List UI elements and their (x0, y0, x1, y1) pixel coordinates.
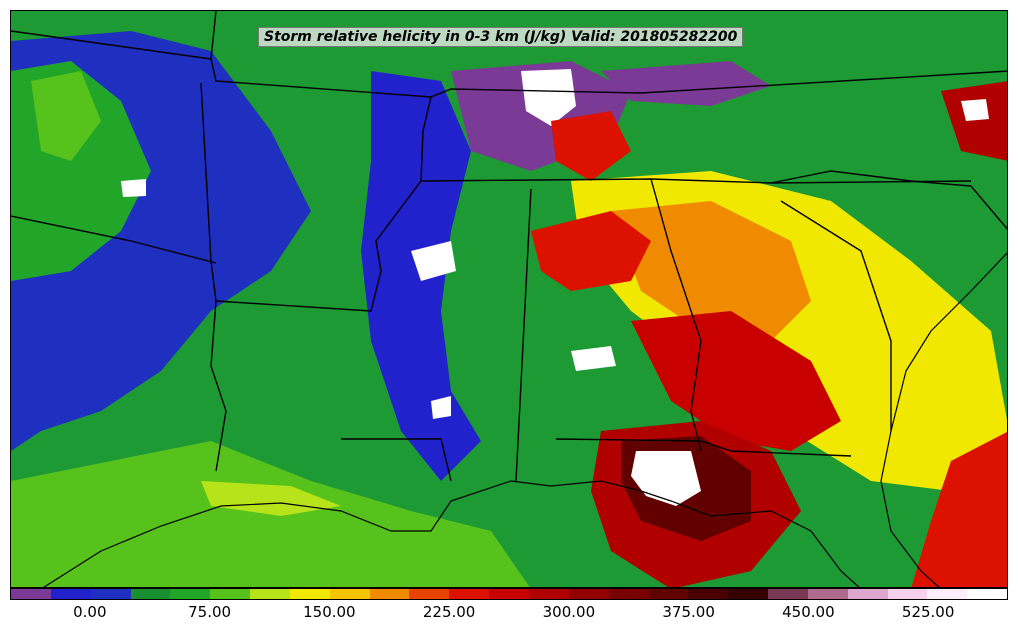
helicity-field-map (11, 11, 1007, 587)
colorbar-segment (489, 589, 529, 599)
field-storm-core (631, 451, 701, 506)
colorbar-segment (449, 589, 490, 599)
colorbar-tick-label: 375.00 (662, 603, 715, 621)
colorbar-segment (528, 589, 569, 599)
colorbar-tick-label: 150.00 (303, 603, 356, 621)
colorbar-tick-label: 525.00 (901, 603, 955, 621)
map-panel: Storm relative helicity in 0-3 km (J/kg)… (10, 10, 1008, 588)
coastline-atlantic (880, 252, 1007, 587)
colorbar-segment (967, 589, 1008, 599)
field-white-patch (571, 346, 616, 371)
colorbar-segment (728, 589, 769, 599)
colorbar-segment (130, 589, 171, 599)
colorbar-segment (329, 589, 370, 599)
field-white-north (521, 69, 576, 126)
colorbar-segment (768, 589, 808, 599)
colorbar-tick-label: 0.00 (73, 603, 107, 621)
colorbar-segment (847, 589, 888, 599)
map-title: Storm relative helicity in 0-3 km (J/kg)… (258, 27, 744, 47)
colorbar-segment (608, 589, 649, 599)
colorbar-segment (648, 589, 689, 599)
colorbar-segment (688, 589, 729, 599)
colorbar-segment (927, 589, 968, 599)
field-white-patch (121, 179, 146, 197)
colorbar-segment (50, 589, 91, 599)
field-ne-corner (941, 81, 1007, 161)
field-red-central (631, 311, 841, 451)
field-gulf-lime (201, 481, 341, 516)
colorbar-segment (887, 589, 928, 599)
field-purple-east (601, 61, 771, 106)
field-ne-core (961, 99, 989, 121)
colorbar-segment (807, 589, 848, 599)
coastline (43, 480, 860, 587)
state-boundaries (11, 11, 1007, 482)
colorbar-segment (11, 589, 51, 599)
field-white-patch (411, 241, 456, 281)
colorbar-segment (409, 589, 450, 599)
field-white-patch (431, 396, 451, 419)
field-west-lime (31, 71, 101, 161)
colorbar-segment (568, 589, 609, 599)
field-orange-east (611, 201, 811, 341)
colorbar-segment (170, 589, 211, 599)
colorbar-tick-label: 75.00 (188, 603, 232, 621)
field-red-alabama (531, 211, 651, 291)
field-se-corner (911, 432, 1007, 587)
colorbar-segment (289, 589, 330, 599)
colorbar-tick-labels: 0.00 75.00 150.00 225.00 300.00 375.00 450.00 5… (10, 603, 1008, 623)
colorbar-segment (250, 589, 290, 599)
field-red-tn (551, 111, 631, 181)
colorbar-segment (90, 589, 131, 599)
colorbar-tick-label: 450.00 (782, 603, 835, 621)
colorbar (10, 588, 1008, 600)
colorbar-segment (369, 589, 410, 599)
colorbar-tick-label: 300.00 (542, 603, 596, 621)
colorbar-segment (210, 589, 251, 599)
colorbar-tick-label: 225.00 (422, 603, 476, 621)
